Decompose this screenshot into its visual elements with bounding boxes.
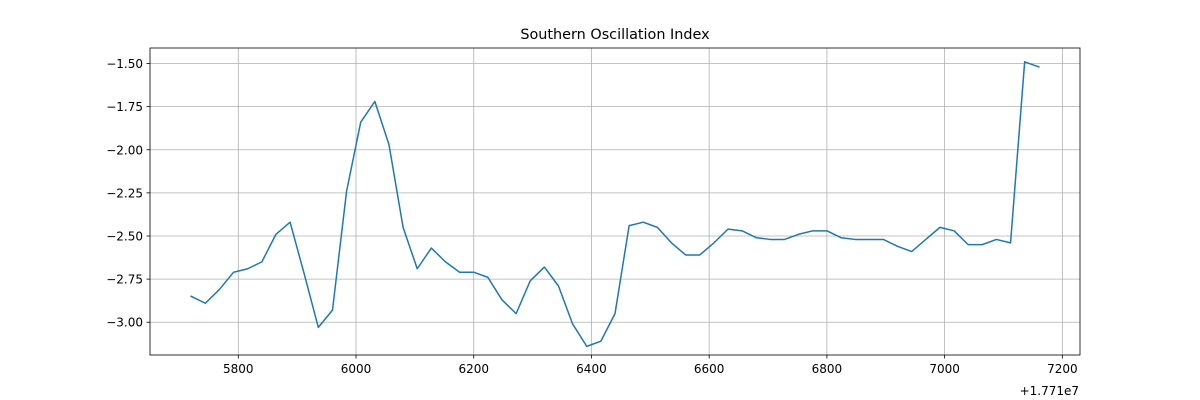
x-tick-label: 6600 [694, 362, 725, 376]
x-tick-label: 6800 [812, 362, 843, 376]
y-axis: −1.50 −1.75 −2.00 −2.25 −2.50 −2.75 −3.00 [106, 57, 150, 330]
x-axis: 5800 6000 6200 6400 6600 6800 7000 7200 [223, 355, 1078, 376]
y-tick-label: −2.00 [106, 143, 143, 157]
y-tick-label: −2.75 [106, 273, 143, 287]
x-tick-label: 6400 [576, 362, 607, 376]
x-axis-offset-label: +1.771e7 [1020, 384, 1079, 398]
y-tick-label: −1.50 [106, 57, 143, 71]
chart-title: Southern Oscillation Index [520, 27, 710, 43]
y-tick-label: −2.25 [106, 186, 143, 200]
y-tick-label: −2.50 [106, 229, 143, 243]
x-tick-label: 6000 [341, 362, 372, 376]
plot-area [190, 61, 1040, 348]
x-tick-label: 7200 [1047, 362, 1078, 376]
soi-line-series [190, 61, 1040, 348]
axes-frame [149, 47, 1081, 356]
x-tick-label: 7000 [929, 362, 960, 376]
x-tick-label: 6200 [458, 362, 489, 376]
y-tick-label: −3.00 [106, 316, 143, 330]
x-tick-label: 5800 [223, 362, 254, 376]
y-tick-label: −1.75 [106, 100, 143, 114]
